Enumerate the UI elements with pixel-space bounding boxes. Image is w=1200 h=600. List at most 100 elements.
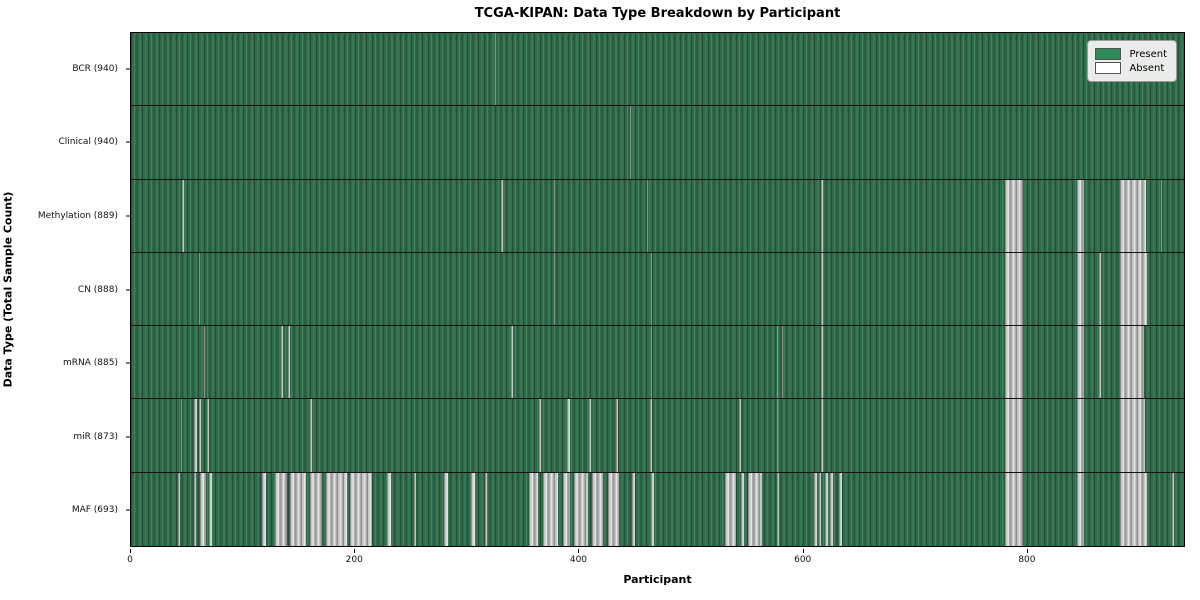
absent-stripe [747,472,763,546]
x-tick-mark [1026,548,1028,553]
x-axis-label: Participant [623,573,692,586]
absent-stripe [651,472,654,546]
absent-stripe [199,399,202,472]
absent-stripe [1004,252,1023,326]
x-tick-label-800: 800 [1018,554,1036,565]
absent-stripe [824,472,829,546]
y-tick-mark [126,362,130,364]
absent-stripe [630,106,632,179]
absent-stripe [632,472,635,546]
absent-stripe [1004,179,1023,252]
absent-stripe [839,472,842,546]
absent-stripe [738,399,741,472]
absent-stripe [574,472,588,546]
absent-stripe [181,399,183,472]
absent-stripe [776,399,778,472]
x-tick-label-600: 600 [794,554,812,565]
x-tick-label-0: 0 [127,554,133,565]
absent-stripe [567,399,570,472]
absent-stripe [280,326,284,399]
absent-stripe [539,399,541,472]
x-tick-label-200: 200 [345,554,363,565]
absent-stripe [511,326,513,399]
y-tick-label-bcr: BCR (940) [72,63,118,74]
absent-stripe [289,472,306,546]
absent-stripe [821,399,823,472]
y-tick-label-clinical: Clinical (940) [58,137,118,148]
chart-title: TCGA-KIPAN: Data Type Breakdown by Parti… [474,6,841,21]
absent-stripe [275,472,287,546]
absent-stripe [1098,252,1102,326]
y-tick-mark [126,141,130,143]
absent-stripe [494,33,496,106]
absent-stripe [1076,179,1085,252]
y-tick-mark [126,509,130,511]
absent-stripe [553,252,556,326]
absent-stripe [1160,179,1162,252]
absent-stripe [562,472,570,546]
data-row-methylation [131,179,1184,253]
x-tick-mark [802,548,804,553]
absent-stripe [776,326,778,399]
y-tick-label-mrna: mRNA (885) [63,358,118,369]
absent-stripe [484,472,487,546]
data-row-bcr [131,33,1184,107]
legend: Present Absent [1087,40,1177,82]
absent-stripe [325,472,347,546]
y-tick-mark [126,215,130,217]
absent-stripe [444,472,448,546]
legend-absent-label: Absent [1129,62,1165,74]
absent-stripe [1171,472,1174,546]
absent-stripe [651,326,653,399]
absent-stripe [1004,326,1023,399]
absent-stripe [1076,399,1085,472]
absent-stripe [1120,179,1146,252]
data-row-cn [131,252,1184,327]
y-tick-label-mir: miR (873) [73,431,118,442]
absent-stripe [414,472,417,546]
data-row-mir [131,399,1184,473]
absent-stripe [646,179,648,252]
absent-stripe [501,179,503,252]
absent-stripe [203,326,205,399]
absent-stripe [821,179,823,252]
absent-stripe [1120,399,1145,472]
absent-stripe [607,472,619,546]
absent-stripe [776,472,779,546]
y-tick-mark [126,436,130,438]
y-tick-label-maf: MAF (693) [71,505,118,516]
absent-stripe [209,472,212,546]
legend-entry-absent: Absent [1095,62,1167,74]
absent-stripe [1076,472,1085,546]
absent-stripe [310,399,313,472]
absent-stripe [553,179,556,252]
absent-stripe [471,472,475,546]
y-tick-labels: BCR (940) Clinical (940) Methylation (889)… [0,32,130,547]
absent-stripe [782,326,784,399]
absent-stripe [1076,252,1085,326]
absent-stripe [1120,252,1148,326]
absent-stripe [350,472,372,546]
y-tick-mark [126,68,130,70]
absent-stripe [177,472,181,546]
absent-stripe [819,472,822,546]
absent-stripe [813,472,817,546]
absent-stripe [651,252,653,326]
absent-stripe [588,399,591,472]
data-row-maf [131,472,1184,546]
absent-swatch-icon [1095,62,1122,74]
absent-stripe [199,252,201,326]
absent-stripe [542,472,559,546]
absent-stripe [615,399,618,472]
absent-stripe [830,472,833,546]
x-tick-mark [578,548,580,553]
absent-stripe [821,326,823,399]
absent-stripe [193,472,196,546]
data-row-mrna [131,326,1184,400]
y-tick-label-methylation: Methylation (889) [37,210,118,221]
absent-stripe [821,252,823,326]
y-tick-mark [126,289,130,290]
legend-present-label: Present [1129,48,1167,60]
absent-stripe [725,472,737,546]
